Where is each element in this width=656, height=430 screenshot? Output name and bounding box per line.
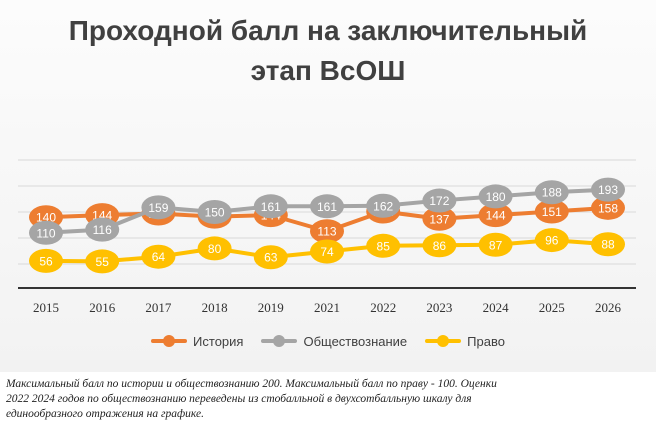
- data-label: 56: [39, 254, 53, 268]
- data-label: 144: [486, 209, 506, 223]
- data-label: 55: [96, 255, 110, 269]
- data-label: 86: [433, 239, 447, 253]
- data-point: [253, 194, 288, 219]
- data-point: [422, 188, 457, 213]
- legend-label: Право: [467, 333, 505, 349]
- x-tick-label: 2026: [595, 300, 622, 315]
- x-tick-label: 2023: [426, 300, 452, 315]
- footnote: Максимальный балл по истории и обществоз…: [6, 377, 646, 422]
- data-label: 172: [429, 194, 449, 208]
- data-point: [422, 233, 457, 258]
- data-label: 64: [152, 250, 166, 264]
- data-point: [29, 248, 63, 273]
- data-point: [85, 249, 120, 274]
- chart-legend: История Обществознание Право: [0, 330, 656, 352]
- legend-swatch: [151, 335, 188, 347]
- data-point: [366, 193, 401, 218]
- x-tick-label: 2024: [483, 300, 510, 315]
- footnote-line-1: Максимальный балл по истории и обществоз…: [6, 378, 497, 390]
- data-point: [310, 219, 344, 244]
- data-label: 74: [320, 245, 334, 259]
- data-point: [141, 195, 176, 220]
- data-point: [478, 203, 513, 228]
- x-tick-label: 2015: [33, 300, 59, 315]
- data-point: [534, 228, 569, 253]
- footnote-line-2: 2022 2024 годов по обществознанию переве…: [6, 393, 472, 405]
- x-tick-label: 2018: [202, 300, 228, 315]
- data-label: 151: [542, 205, 562, 219]
- data-label: 159: [148, 201, 168, 215]
- data-point: [310, 194, 344, 219]
- data-point: [141, 244, 176, 269]
- legend-swatch: [261, 335, 298, 347]
- data-label: 140: [36, 211, 56, 225]
- data-label: 113: [317, 225, 336, 239]
- data-label: 137: [429, 212, 449, 226]
- data-label: 110: [36, 226, 55, 240]
- data-point: [197, 236, 232, 261]
- data-point: [85, 217, 120, 242]
- data-label: 116: [93, 223, 112, 237]
- data-label: 162: [373, 199, 393, 213]
- line-chart: 2015 2016 2017 2018 2019 2021 2022 2023 2024 2025…: [18, 159, 636, 315]
- data-point: [422, 206, 457, 231]
- x-tick-label: 2019: [258, 300, 284, 315]
- x-tick-label: 2022: [370, 300, 396, 315]
- footnote-line-3: единообразного отражения на графике.: [6, 408, 204, 420]
- x-tick-label: 2016: [89, 300, 116, 315]
- data-label: 161: [317, 200, 337, 214]
- data-label: 80: [208, 242, 222, 256]
- data-point: [366, 233, 401, 258]
- legend-label: История: [193, 333, 244, 349]
- chart-title-line-2: этап ВсОШ: [250, 55, 406, 86]
- data-point: [534, 199, 569, 224]
- data-point: [253, 245, 288, 270]
- x-tick-label: 2021: [314, 300, 340, 315]
- data-point: [197, 200, 232, 224]
- legend-item: Право: [425, 334, 505, 349]
- data-label: 63: [264, 251, 278, 265]
- x-tick-label: 2017: [145, 300, 172, 315]
- data-label: 87: [489, 238, 503, 252]
- data-label: 193: [598, 183, 618, 197]
- data-point: [478, 184, 513, 209]
- data-label: 88: [601, 238, 615, 252]
- data-label: 158: [598, 201, 618, 215]
- data-label: 180: [486, 190, 506, 204]
- data-label: 188: [542, 186, 562, 200]
- data-point: [591, 177, 625, 202]
- data-label: 161: [261, 200, 281, 214]
- legend-label: Обществознание: [303, 333, 408, 349]
- data-point: [29, 220, 63, 245]
- legend-item: Обществознание: [261, 334, 407, 349]
- data-point: [534, 180, 569, 205]
- data-point: [591, 232, 625, 257]
- data-point: [310, 239, 344, 264]
- data-point: [591, 195, 625, 220]
- data-label: 85: [377, 239, 391, 253]
- legend-item: История: [151, 334, 243, 349]
- chart-title-line-1: Проходной балл на заключительный: [68, 15, 588, 46]
- data-point: [478, 232, 513, 257]
- chart-area: 2015 2016 2017 2018 2019 2021 2022 2023 2024 2025…: [0, 0, 656, 372]
- data-label: 150: [205, 206, 225, 220]
- x-tick-label: 2025: [539, 300, 565, 315]
- data-label: 96: [545, 234, 559, 248]
- legend-swatch: [425, 335, 462, 347]
